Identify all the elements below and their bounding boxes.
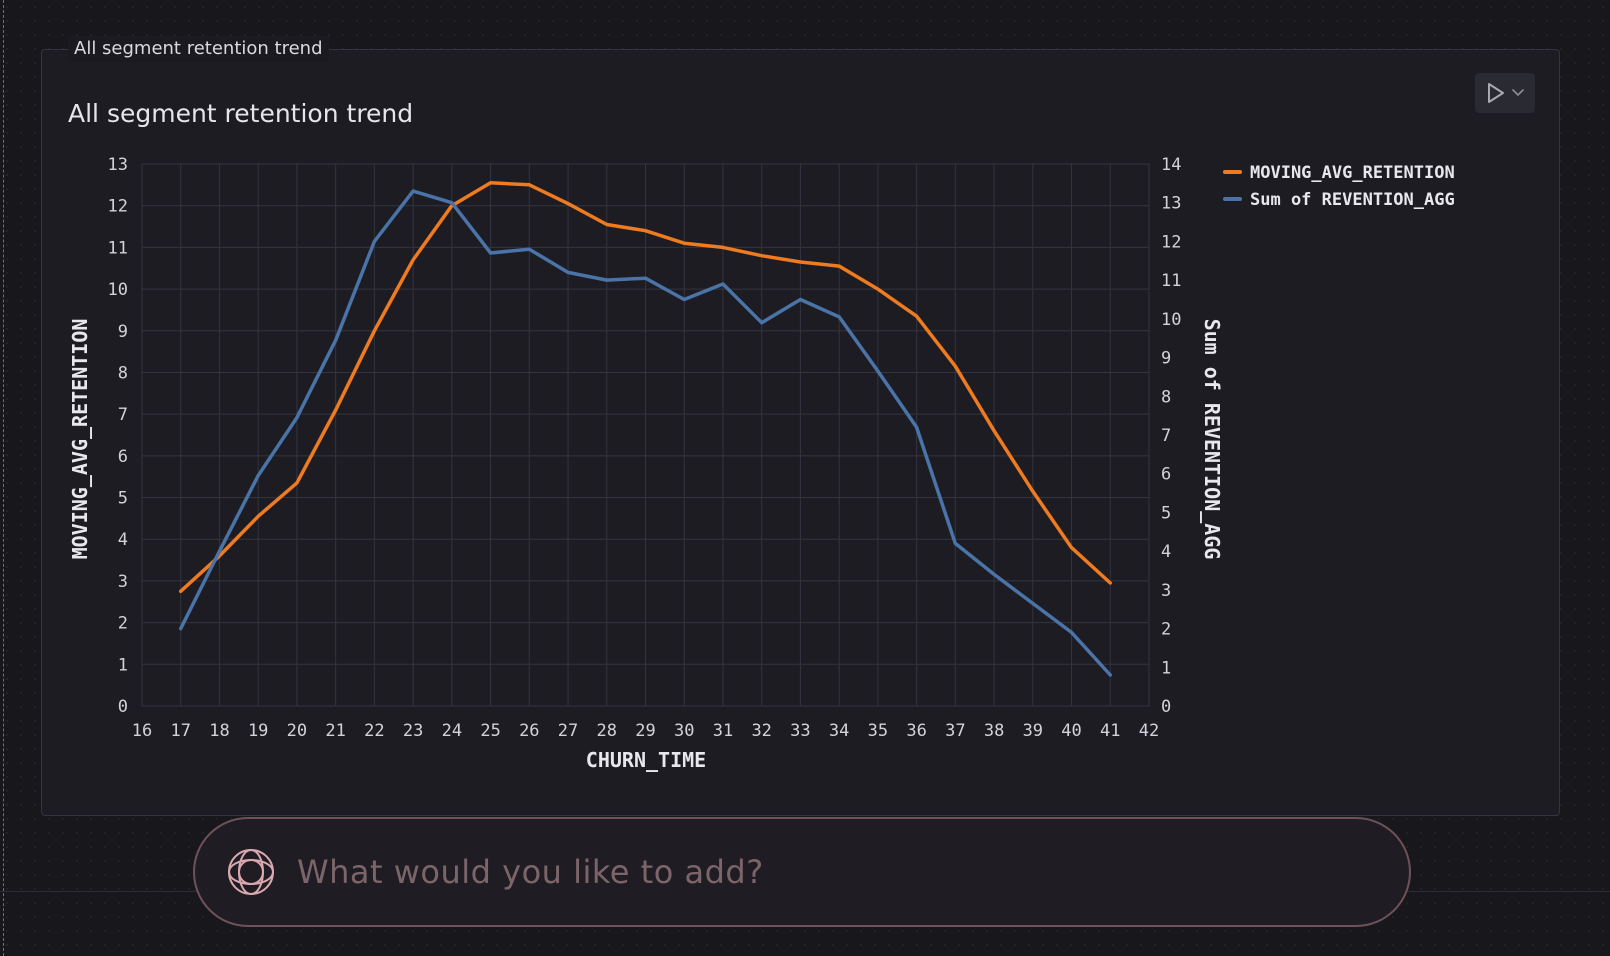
x-tick-label: 19 xyxy=(248,721,268,741)
x-tick-label: 21 xyxy=(325,721,345,741)
x-tick-label: 29 xyxy=(635,721,655,741)
x-tick-label: 41 xyxy=(1100,721,1120,741)
y-tick-label-right: 6 xyxy=(1161,465,1171,485)
chevron-down-icon xyxy=(1512,89,1524,97)
y-tick-label-right: 10 xyxy=(1161,310,1181,330)
prompt-bar[interactable] xyxy=(193,817,1411,927)
y-axis-label-right: Sum of REVENTION_AGG xyxy=(1200,319,1224,560)
y-tick-label-right: 13 xyxy=(1161,194,1181,214)
y-tick-label-right: 0 xyxy=(1161,697,1171,717)
x-tick-label: 39 xyxy=(1023,721,1043,741)
y-tick-label-right: 12 xyxy=(1161,232,1181,252)
y-axis-label-left: MOVING_AVG_RETENTION xyxy=(68,319,92,560)
grid xyxy=(141,163,1150,707)
y-tick-label-left: 8 xyxy=(118,363,128,383)
x-tick-label: 17 xyxy=(170,721,190,741)
legend-item-moving-avg-retention[interactable]: MOVING_AVG_RETENTION xyxy=(1223,163,1455,183)
run-button[interactable] xyxy=(1475,73,1535,113)
x-tick-label: 16 xyxy=(132,721,152,741)
x-axis-label: CHURN_TIME xyxy=(586,748,706,772)
y-tick-label-right: 14 xyxy=(1161,155,1181,175)
prompt-input[interactable] xyxy=(295,841,1409,903)
y-tick-label-left: 9 xyxy=(118,322,128,342)
x-tick-label: 38 xyxy=(984,721,1004,741)
x-tick-label: 22 xyxy=(364,721,384,741)
y-tick-label-left: 12 xyxy=(108,197,128,217)
x-tick-label: 34 xyxy=(829,721,849,741)
x-tick-label: 40 xyxy=(1061,721,1081,741)
y-tick-label-right: 1 xyxy=(1161,658,1171,678)
legend-item-sum-of-revention-agg[interactable]: Sum of REVENTION_AGG xyxy=(1223,190,1455,210)
x-tick-label: 42 xyxy=(1139,721,1159,741)
y-tick-label-right: 11 xyxy=(1161,271,1181,291)
y-tick-label-left: 10 xyxy=(108,280,128,300)
line-chart: All segment retention trend 16 17 18 19 20 21… xyxy=(68,99,1455,772)
y-tick-label-left: 0 xyxy=(118,697,128,717)
series-lines xyxy=(178,181,1113,677)
legend-label: Sum of REVENTION_AGG xyxy=(1250,190,1455,210)
assistant-logo-icon xyxy=(228,849,274,895)
x-tick-label: 33 xyxy=(790,721,810,741)
legend-label: MOVING_AVG_RETENTION xyxy=(1250,163,1455,183)
x-tick-label: 28 xyxy=(597,721,617,741)
x-tick-label: 25 xyxy=(480,721,500,741)
y-tick-label-left: 3 xyxy=(118,572,128,592)
left-edge-dashed-guide xyxy=(3,0,4,956)
play-icon xyxy=(1488,83,1504,103)
x-tick-label: 37 xyxy=(945,721,965,741)
y-tick-label-left: 2 xyxy=(118,614,128,634)
x-tick-label: 30 xyxy=(674,721,694,741)
y-tick-label-right: 8 xyxy=(1161,387,1171,407)
x-tick-label: 26 xyxy=(519,721,539,741)
x-tick-label: 24 xyxy=(442,721,462,741)
y-tick-label-left: 7 xyxy=(118,405,128,425)
y-tick-label-right: 4 xyxy=(1161,542,1171,562)
x-tick-label: 20 xyxy=(287,721,307,741)
x-tick-label: 36 xyxy=(906,721,926,741)
y-tick-label-right: 3 xyxy=(1161,581,1171,601)
x-tick-label: 31 xyxy=(713,721,733,741)
chart-title: All segment retention trend xyxy=(68,99,413,128)
y-tick-label-right: 7 xyxy=(1161,426,1171,446)
y-tick-label-left: 13 xyxy=(108,155,128,175)
y-tick-label-right: 9 xyxy=(1161,349,1171,369)
x-tick-label: 23 xyxy=(403,721,423,741)
x-tick-label: 27 xyxy=(558,721,578,741)
x-tick-label: 32 xyxy=(751,721,771,741)
series-line-moving-avg-retention xyxy=(178,181,1113,594)
card-caption: All segment retention trend xyxy=(68,36,329,62)
chart-card: All segment retention trend All segment … xyxy=(41,36,1560,816)
y-tick-label-right: 2 xyxy=(1161,620,1171,640)
y-tick-label-left: 6 xyxy=(118,447,128,467)
legend: MOVING_AVG_RETENTION Sum of REVENTION_AG… xyxy=(1223,163,1455,210)
y-tick-label-left: 11 xyxy=(108,238,128,258)
y-tick-label-left: 4 xyxy=(118,530,128,550)
series-line-sum-of-revention-agg xyxy=(178,189,1113,677)
y-tick-label-left: 5 xyxy=(118,489,128,509)
y-tick-label-left: 1 xyxy=(118,655,128,675)
x-tick-label: 35 xyxy=(868,721,888,741)
y-tick-label-right: 5 xyxy=(1161,503,1171,523)
axis-ticks: 16 17 18 19 20 21 22 23 24 25 26 27 28 29 30 31 32 33 34 35… xyxy=(108,155,1182,741)
x-tick-label: 18 xyxy=(209,721,229,741)
